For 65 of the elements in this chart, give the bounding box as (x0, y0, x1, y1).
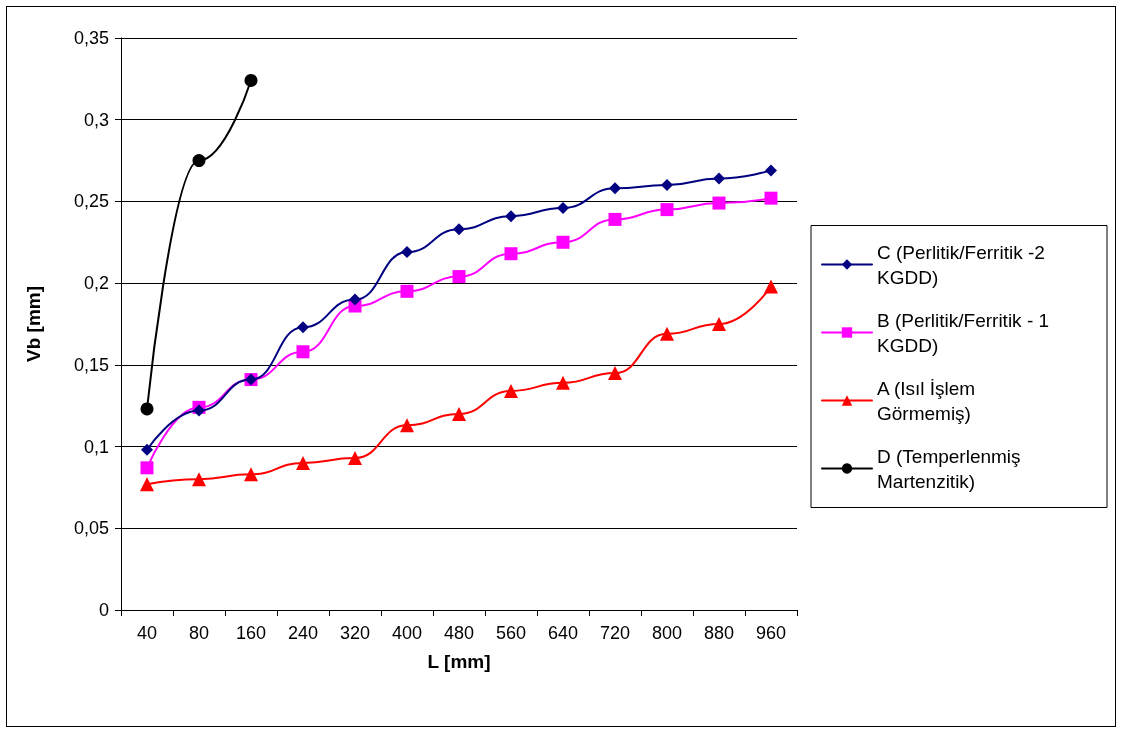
y-tick-label: 0,1 (83, 436, 109, 457)
point (713, 172, 725, 185)
y-axis-title: Vb [mm] (23, 286, 44, 362)
point (505, 210, 517, 223)
point (349, 293, 361, 306)
x-tick-label: 560 (495, 623, 527, 643)
x-tick-label: 80 (188, 623, 210, 643)
point (193, 404, 205, 417)
point (296, 455, 310, 470)
legend-label: B (Perlitik/Ferritik - 1 KGDD) (877, 309, 1055, 356)
point (504, 247, 518, 261)
y-tick-label: 0,35 (73, 28, 109, 48)
y-tick-label: 0 (98, 600, 109, 620)
point (400, 418, 414, 433)
legend-label: C (Perlitik/Ferritik -2 KGDD) (877, 241, 1051, 288)
x-tick-label: 240 (287, 623, 319, 643)
point (297, 321, 309, 334)
point (504, 384, 518, 399)
point (244, 467, 258, 482)
x-tick-label: 320 (339, 623, 371, 643)
point (348, 451, 362, 466)
y-tick-label: 0,2 (83, 273, 109, 294)
point (400, 284, 414, 298)
x-tick-label: 160 (235, 623, 267, 643)
legend-label: D (Temperlenmiş Martenzitik) (877, 445, 1026, 492)
x-tick-label: 40 (136, 623, 158, 643)
point (192, 154, 206, 168)
y-tick-label: 0,25 (73, 191, 109, 212)
point (660, 203, 674, 217)
x-tick-label: 720 (599, 623, 631, 643)
x-axis-title: L [mm] (427, 651, 491, 672)
point (244, 73, 258, 87)
legend-label: A (Isıl İşlem Görmemiş) (877, 377, 981, 424)
point (140, 402, 154, 416)
y-tick-label: 0,15 (73, 354, 109, 375)
point (764, 191, 778, 205)
x-tick-label: 400 (391, 623, 423, 643)
x-tick-label: 480 (443, 623, 475, 643)
point (141, 443, 153, 456)
x-tick-label: 960 (755, 623, 787, 643)
point (452, 406, 466, 421)
point (192, 472, 206, 487)
y-tick-label: 0,3 (83, 109, 109, 130)
point (140, 477, 154, 492)
point (453, 223, 465, 236)
point (660, 326, 674, 341)
point (296, 345, 310, 359)
point (764, 279, 778, 294)
point (556, 235, 570, 249)
point (765, 164, 777, 177)
point (452, 270, 466, 284)
point (401, 246, 413, 259)
point (557, 201, 569, 214)
point (661, 179, 673, 192)
point (608, 366, 622, 381)
y-tick-label: 0,05 (73, 518, 109, 539)
point (608, 212, 622, 226)
point (712, 317, 726, 331)
point (609, 182, 621, 195)
x-tick-label: 640 (547, 623, 579, 643)
x-tick-label: 880 (703, 623, 735, 643)
point (712, 196, 726, 210)
point (140, 461, 154, 475)
point (556, 375, 570, 390)
x-tick-label: 800 (651, 623, 683, 643)
